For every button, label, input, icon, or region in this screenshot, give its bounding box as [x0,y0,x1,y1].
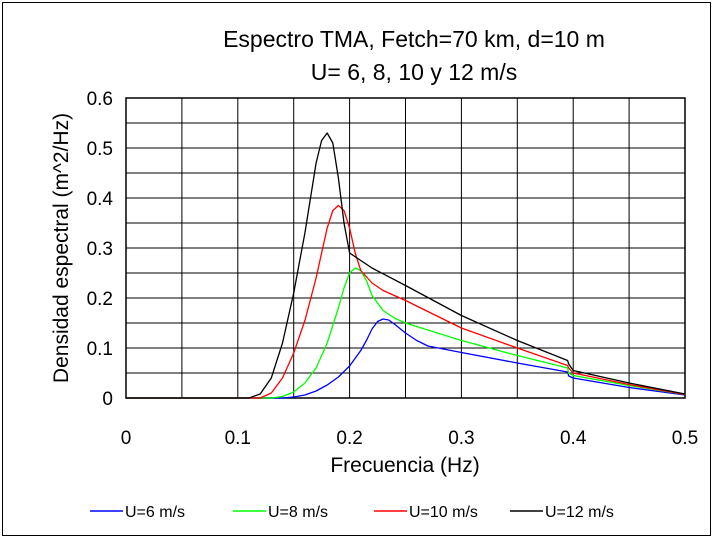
chart-title: Espectro TMA, Fetch=70 km, d=10 m [223,26,605,52]
plot-area [125,97,686,399]
x-tick-label: 0.1 [225,428,251,449]
y-tick-label: 0.2 [87,289,113,310]
series-line-1 [126,318,686,399]
tick-labels: 0 0.1 0.2 0.3 0.4 0.5 0 0.1 0.2 0.3 0.4 0.5 0.6 [87,89,699,449]
legend-label: U=6 m/s [125,504,185,521]
x-tick-label: 0 [121,428,132,449]
y-tick-label: 0.5 [87,139,113,160]
series-line-4 [126,132,686,399]
legend: U=6 m/s U=8 m/s U=10 m/s U=12 m/s [90,504,614,521]
series-lines [126,132,686,399]
x-tick-label: 0.4 [560,428,587,449]
y-tick-label: 0.3 [87,239,113,260]
x-tick-label: 0.3 [448,428,474,449]
x-tick-label: 0.5 [672,428,698,449]
y-tick-label: 0 [102,389,113,410]
y-axis-label: Densidad espectral (m^2/Hz) [50,113,73,383]
plot-border [125,97,686,399]
y-tick-label: 0.6 [87,89,113,110]
x-axis-label: Frecuencia (Hz) [330,454,479,477]
chart-subtitle: U= 6, 8, 10 y 12 m/s [311,59,517,85]
series-line-3 [126,204,686,399]
legend-label: U=10 m/s [409,504,478,521]
y-tick-label: 0.4 [87,189,114,210]
legend-label: U=8 m/s [268,504,328,521]
series-line-2 [126,267,686,399]
x-tick-label: 0.2 [336,428,362,449]
y-tick-label: 0.1 [87,339,113,360]
legend-label: U=12 m/s [545,504,614,521]
